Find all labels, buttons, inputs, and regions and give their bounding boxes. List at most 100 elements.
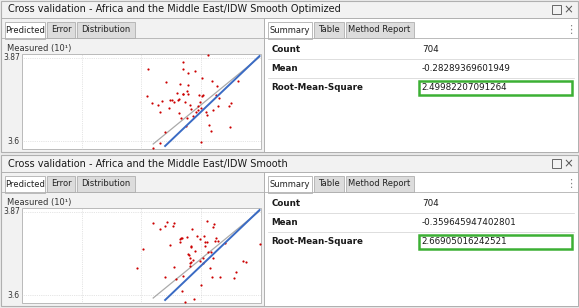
Point (178, 67, 187, 72)
Point (197, 139, 206, 144)
Point (148, 146, 157, 151)
Point (200, 240, 209, 245)
Point (138, 247, 147, 252)
Point (198, 92, 207, 97)
Point (189, 114, 198, 119)
Point (197, 75, 206, 80)
Point (214, 95, 223, 100)
Point (197, 105, 206, 110)
Point (167, 97, 177, 102)
Point (155, 226, 164, 231)
Point (192, 110, 201, 115)
Point (208, 256, 218, 261)
Point (169, 100, 178, 105)
FancyBboxPatch shape (22, 54, 261, 149)
Point (227, 100, 236, 105)
Point (206, 266, 215, 271)
Point (202, 112, 211, 117)
Point (192, 233, 201, 238)
Point (175, 110, 184, 115)
Point (195, 259, 204, 264)
Point (203, 249, 212, 254)
FancyBboxPatch shape (263, 18, 578, 152)
Point (185, 256, 195, 261)
Point (178, 274, 188, 279)
Point (198, 255, 207, 260)
Point (147, 101, 156, 106)
Text: 2.49982207091264: 2.49982207091264 (422, 83, 507, 92)
Text: Measured (10¹): Measured (10¹) (7, 198, 71, 208)
Point (170, 265, 179, 270)
Point (207, 250, 216, 255)
Point (184, 91, 193, 96)
Point (186, 261, 195, 266)
Point (148, 221, 157, 225)
Point (224, 103, 233, 108)
Text: Count: Count (272, 45, 301, 54)
Point (144, 66, 153, 71)
Point (175, 97, 184, 102)
Point (215, 274, 224, 279)
Point (180, 300, 189, 305)
Point (170, 221, 179, 226)
Text: Method Report: Method Report (349, 180, 411, 188)
Text: 2.66905016242521: 2.66905016242521 (422, 237, 507, 246)
Point (190, 68, 200, 73)
Text: Predicted: Predicted (5, 26, 45, 35)
Text: Distribution: Distribution (82, 26, 131, 34)
Text: Root-Mean-Square: Root-Mean-Square (272, 83, 364, 92)
Point (193, 108, 203, 113)
Point (177, 236, 186, 241)
Point (203, 239, 212, 244)
Point (172, 91, 181, 95)
Point (142, 94, 152, 99)
Point (180, 99, 189, 104)
Point (230, 276, 239, 281)
Point (133, 266, 142, 271)
Point (190, 248, 200, 253)
Point (204, 122, 214, 127)
Point (177, 236, 186, 241)
Point (188, 226, 197, 231)
Point (194, 104, 203, 109)
FancyBboxPatch shape (267, 176, 312, 193)
Point (178, 60, 188, 65)
Point (164, 106, 173, 111)
Point (186, 243, 196, 248)
Point (184, 82, 193, 87)
Point (197, 94, 207, 99)
Point (207, 129, 216, 134)
Point (225, 124, 234, 129)
Point (154, 102, 163, 107)
FancyBboxPatch shape (77, 22, 135, 38)
Text: 3.6: 3.6 (8, 136, 20, 145)
Point (190, 297, 199, 302)
Point (211, 236, 221, 241)
Point (178, 91, 188, 96)
Point (214, 103, 223, 108)
Point (175, 236, 185, 241)
Point (184, 71, 193, 76)
Text: ×: × (563, 3, 573, 16)
Point (238, 258, 247, 263)
Text: 3.87: 3.87 (3, 54, 20, 63)
Point (182, 234, 192, 239)
Text: -0.359645947402801: -0.359645947402801 (422, 218, 516, 227)
Point (209, 225, 218, 229)
Point (195, 100, 204, 105)
Point (186, 245, 196, 250)
Point (204, 53, 213, 58)
FancyBboxPatch shape (346, 176, 413, 192)
Text: Summary: Summary (269, 180, 310, 189)
Point (155, 110, 164, 115)
Text: Distribution: Distribution (82, 180, 131, 188)
Point (210, 222, 219, 227)
FancyBboxPatch shape (47, 176, 75, 192)
Point (255, 241, 264, 246)
Text: Method Report: Method Report (349, 26, 411, 34)
FancyBboxPatch shape (314, 22, 343, 38)
FancyBboxPatch shape (263, 172, 578, 306)
Text: 704: 704 (422, 199, 438, 208)
Text: Table: Table (318, 26, 339, 34)
Point (207, 78, 217, 83)
